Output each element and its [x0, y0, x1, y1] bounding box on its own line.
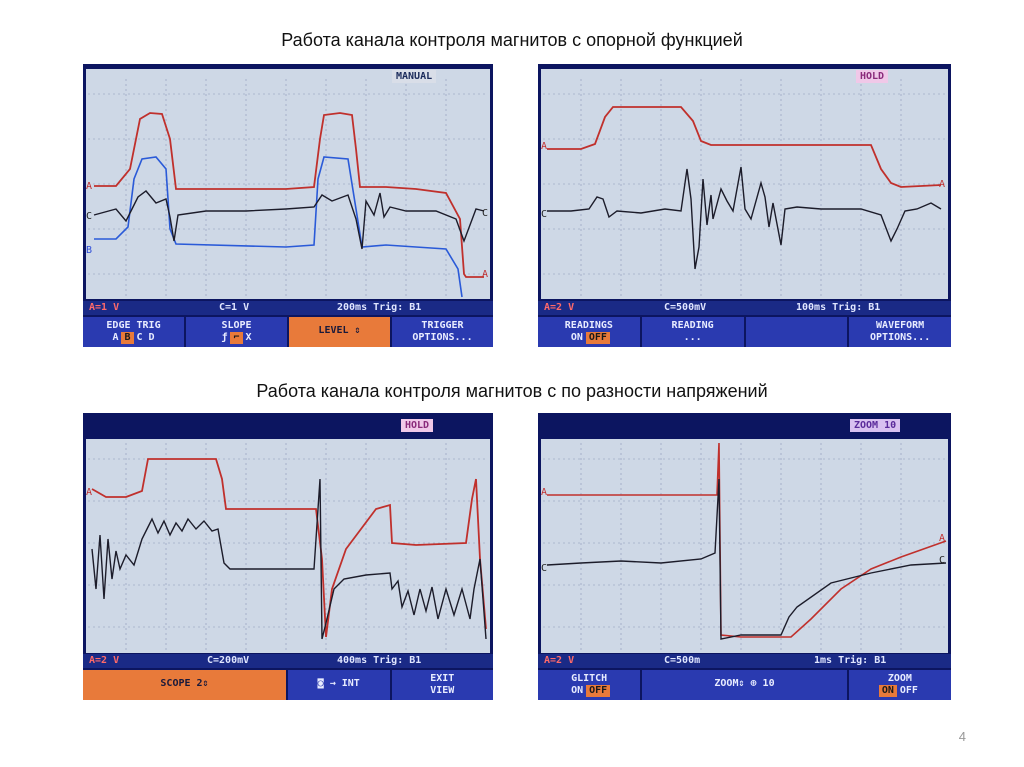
scope-3-status-left: A=2 V — [89, 655, 120, 666]
scope-4-trace-a — [547, 442, 947, 638]
scope-1-marker-c-left: C — [86, 211, 92, 222]
scope-1-marker-b: B — [86, 245, 92, 256]
scope-3-save-int-button[interactable]: ◙ → INT — [288, 670, 390, 700]
scope-2-status-right: 100ms Trig: B1 — [796, 302, 881, 313]
scope-3-trace-c — [91, 478, 487, 640]
scope-4-mode-badge: ZOOM 10 — [850, 419, 901, 432]
scope-4-trace-c — [546, 478, 947, 640]
scope-1-slope-button[interactable]: SLOPE ƒ ⌐ X — [186, 317, 287, 347]
scope-2-grid — [543, 79, 946, 297]
scope-2-mode-badge: HOLD — [856, 70, 889, 83]
scope-3-softkeys: SCOPE 2⇕ ◙ → INT EXIT VIEW — [83, 670, 493, 700]
scope-2-trace-c — [547, 166, 942, 270]
scope-3-grid — [88, 443, 488, 651]
scope-1-screen: A C B C A — [86, 69, 490, 299]
scope-4-screen: A C A C — [541, 439, 948, 653]
scope-3-status-mid: C=200mV — [207, 655, 250, 666]
scope-4-status-right: 1ms Trig: B1 — [814, 655, 887, 666]
heading-top: Работа канала контроля магнитов с опорно… — [281, 30, 743, 50]
scope-1-status-bar: A=1 V C=1 V 200ms Trig: B1 — [83, 301, 493, 315]
scope-4-marker-a: A — [541, 487, 547, 498]
scope-2-reading-button[interactable]: READING ... — [641, 317, 744, 347]
scope-1-marker-a: A — [86, 181, 92, 192]
scope-2-trace-a — [547, 106, 942, 188]
scope-4-status-mid: C=500m — [664, 655, 701, 666]
scope-3-waveforms: A — [86, 443, 488, 651]
scope-4-status-bar: A=2 V C=500m 1ms Trig: B1 — [538, 654, 951, 668]
scope-3-trace-a — [91, 458, 487, 638]
scope-1: A C B C A MANUAL A=1 V C=1 V 200ms Trig:… — [83, 64, 493, 347]
scope-4-waveforms: A C A C — [541, 442, 947, 651]
scope-1-trace-b — [94, 156, 463, 298]
scope-2-empty-softkey[interactable] — [745, 317, 848, 347]
scope-1-mode-badge: MANUAL — [392, 70, 437, 83]
scope-4-grid — [543, 443, 946, 651]
scope-1-status-left: A=1 V — [89, 302, 120, 313]
scope-1-waveforms: A C B C A — [86, 79, 488, 298]
scope-3-mode-badge: HOLD — [401, 419, 434, 432]
scope-2-waveforms: A C A — [541, 79, 946, 297]
scope-2-status-bar: A=2 V C=500mV 100ms Trig: B1 — [538, 301, 951, 315]
scope-1-trace-a — [94, 112, 484, 278]
scope-2-softkeys: READINGS ON OFF READING ... WAVEFORM OPTI… — [538, 317, 951, 347]
scope-3: A HOLD A=2 V C=200mV 400ms Trig: B1 SCOP… — [83, 413, 493, 700]
scope-2: A C A HOLD A=2 V C=500mV 100ms Trig: B1 … — [538, 64, 951, 347]
heading-bottom: Работа канала контроля магнитов с по раз… — [256, 381, 768, 401]
scope-3-scope-select-button[interactable]: SCOPE 2⇕ — [83, 670, 286, 700]
scope-4-softkeys: GLITCH ON OFF ZOOM⇕ ⊕ 10 ZOOM ON OFF — [538, 670, 951, 700]
scope-2-readings-button[interactable]: READINGS ON OFF — [538, 317, 640, 347]
scope-2-status-mid: C=500mV — [664, 302, 707, 313]
scope-2-waveform-options-button[interactable]: WAVEFORM OPTIONS... — [849, 317, 951, 347]
page-number: 4 — [958, 729, 966, 744]
scope-1-marker-c-right: C — [482, 208, 488, 219]
scope-4-glitch-button[interactable]: GLITCH ON OFF — [538, 670, 641, 700]
scope-2-marker-a-right: A — [939, 179, 945, 190]
scope-4-marker-c: C — [541, 563, 547, 574]
scope-4-marker-c-right: C — [939, 555, 945, 566]
scope-1-grid — [88, 79, 488, 297]
scope-3-status-right: 400ms Trig: B1 — [337, 655, 422, 666]
scope-3-status-bar: A=2 V C=200mV 400ms Trig: B1 — [83, 654, 493, 668]
scope-3-screen: A — [86, 439, 490, 653]
scope-3-exit-view-button[interactable]: EXIT VIEW — [391, 670, 493, 700]
scope-1-status-right: 200ms Trig: B1 — [337, 302, 422, 313]
scope-2-marker-c: C — [541, 209, 547, 220]
scope-1-marker-a-right: A — [482, 269, 488, 280]
scope-4-zoom-toggle-button[interactable]: ZOOM ON OFF — [848, 670, 951, 700]
scope-3-marker-a: A — [86, 487, 92, 498]
scope-1-status-mid: C=1 V — [219, 302, 250, 313]
scope-2-screen: A C A — [541, 69, 948, 299]
scope-2-marker-a: A — [541, 141, 547, 152]
scope-4: A C A C ZOOM 10 A=2 V C=500m 1ms Trig: B… — [538, 413, 951, 700]
scope-2-status-left: A=2 V — [544, 302, 575, 313]
scope-4-zoom-level-button[interactable]: ZOOM⇕ ⊕ 10 — [642, 670, 847, 700]
scope-1-level-button[interactable]: LEVEL ⇕ — [289, 317, 390, 347]
scope-1-trace-c — [93, 190, 485, 250]
scope-4-marker-a-right: A — [939, 533, 945, 544]
scope-4-status-left: A=2 V — [544, 655, 575, 666]
scope-1-trigger-options-button[interactable]: TRIGGER OPTIONS... — [392, 317, 493, 347]
